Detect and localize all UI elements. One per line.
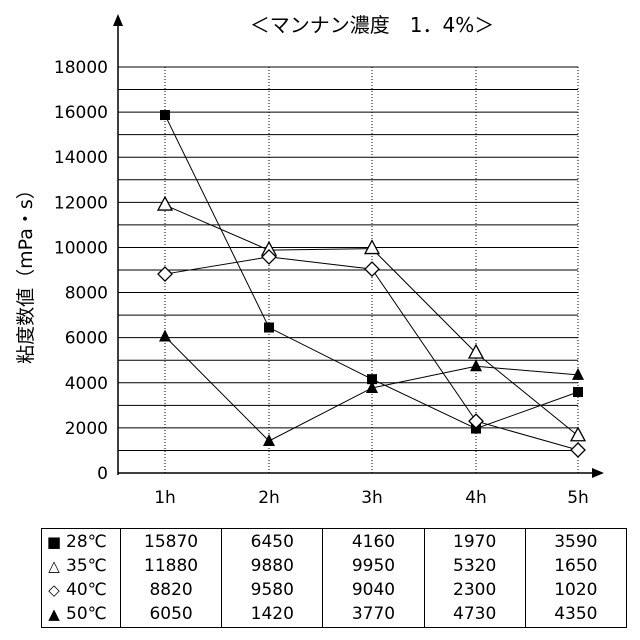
data-point-square (264, 323, 274, 333)
data-table: ■28℃ △35℃ ◇40℃ ▲50℃ 15870 11880 8820 605… (41, 528, 627, 628)
legend-entry-35: △35℃ (46, 554, 120, 578)
legend-label: 40℃ (66, 580, 107, 600)
table-cell: 6050 (121, 602, 221, 626)
triangle-filled-marker-icon: ▲ (46, 602, 62, 626)
column-1h: 15870 11880 8820 6050 (121, 529, 222, 628)
data-point-open-triangle (571, 428, 585, 441)
column-3h: 4160 9950 9040 3770 (323, 529, 424, 628)
x-tick-label: 4h (465, 488, 487, 508)
data-point-open-diamond (158, 267, 172, 281)
legend-label: 50℃ (66, 604, 107, 624)
table-cell: 2300 (425, 578, 525, 602)
table-cell: 9880 (222, 554, 322, 578)
x-tick-label: 3h (361, 488, 383, 508)
y-tick-label: 12000 (54, 193, 108, 213)
table-cell: 15870 (121, 530, 221, 554)
legend-entry-50: ▲50℃ (46, 602, 120, 626)
data-point-open-triangle (469, 345, 483, 358)
y-tick-label: 18000 (54, 58, 108, 78)
legend-entry-40: ◇40℃ (46, 578, 120, 602)
series-35c (158, 197, 585, 441)
table-cell: 3590 (526, 530, 626, 554)
data-point-filled-triangle (263, 434, 275, 446)
viscosity-chart: ＜マンナン濃度 1．4%＞ 粘度数値（mPa・s） 0 2000 4000 6000 8… (0, 0, 640, 520)
data-point-open-diamond (365, 262, 379, 276)
column-5h: 3590 1650 1020 4350 (525, 529, 626, 628)
table-cell: 9950 (323, 554, 423, 578)
data-point-square (573, 387, 583, 397)
x-tick-labels: 1h 2h 3h 4h 5h (154, 488, 589, 508)
y-tick-label: 16000 (54, 103, 108, 123)
chart-title: ＜マンナン濃度 1．4%＞ (250, 13, 494, 37)
y-axis-arrow-icon (113, 14, 123, 26)
table-cell: 8820 (121, 578, 221, 602)
data-point-open-triangle (158, 197, 172, 210)
data-point-filled-triangle (470, 359, 482, 371)
data-point-open-diamond (571, 443, 585, 457)
series-label-column: ■28℃ △35℃ ◇40℃ ▲50℃ (42, 529, 121, 628)
table-cell: 1020 (526, 578, 626, 602)
x-tick-label: 2h (258, 488, 280, 508)
diamond-outline-marker-icon: ◇ (46, 578, 62, 602)
x-tick-label: 5h (567, 488, 589, 508)
square-marker-icon: ■ (46, 530, 62, 554)
y-tick-label: 14000 (54, 148, 108, 168)
table-cell: 9580 (222, 578, 322, 602)
data-point-filled-triangle (572, 368, 584, 380)
legend-label: 35℃ (66, 556, 107, 576)
y-tick-label: 8000 (65, 284, 108, 304)
legend-entry-28: ■28℃ (46, 530, 120, 554)
legend-label: 28℃ (66, 532, 107, 552)
data-point-filled-triangle (159, 330, 171, 342)
x-tick-label: 1h (154, 488, 176, 508)
triangle-outline-marker-icon: △ (46, 554, 62, 578)
table-cell: 9040 (323, 578, 423, 602)
table-cell: 1650 (526, 554, 626, 578)
y-tick-labels: 0 2000 4000 6000 8000 10000 12000 14000 16000 180… (54, 58, 108, 484)
table-cell: 6450 (222, 530, 322, 554)
x-axis-arrow-icon (592, 468, 604, 478)
table-cell: 1970 (425, 530, 525, 554)
table-cell: 5320 (425, 554, 525, 578)
y-tick-label: 0 (97, 464, 108, 484)
table-cell: 4350 (526, 602, 626, 626)
table-cell: 11880 (121, 554, 221, 578)
series-line (165, 205, 578, 436)
table-cell: 4730 (425, 602, 525, 626)
y-tick-label: 4000 (65, 374, 108, 394)
column-2h: 6450 9880 9580 1420 (222, 529, 323, 628)
y-axis-label: 粘度数値（mPa・s） (15, 180, 37, 364)
column-4h: 1970 5320 2300 4730 (424, 529, 525, 628)
data-point-square (160, 110, 170, 120)
y-tick-label: 6000 (65, 329, 108, 349)
table-cell: 1420 (222, 602, 322, 626)
table-cell: 4160 (323, 530, 423, 554)
axes (113, 14, 604, 478)
data-table-row: ■28℃ △35℃ ◇40℃ ▲50℃ 15870 11880 8820 605… (42, 529, 627, 628)
y-tick-label: 10000 (54, 238, 108, 258)
table-cell: 3770 (323, 602, 423, 626)
y-tick-label: 2000 (65, 419, 108, 439)
series-50c (159, 330, 584, 446)
